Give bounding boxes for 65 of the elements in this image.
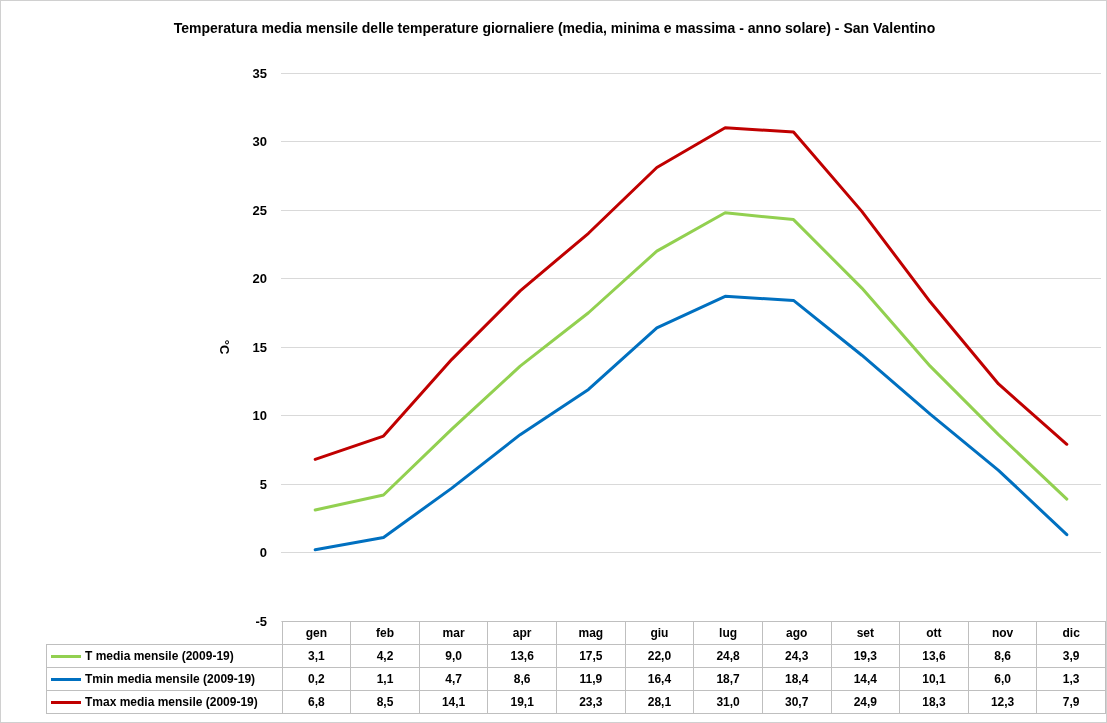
line-series (313, 294, 1069, 552)
data-label: 8,6 (487, 667, 557, 691)
data-label: 1,1 (350, 667, 420, 691)
x-tick-label: mag (556, 621, 626, 645)
y-axis-title: °C (217, 339, 232, 355)
data-label: 16,4 (625, 667, 694, 691)
data-label: 18,3 (899, 690, 969, 714)
x-tick-label: apr (487, 621, 557, 645)
data-label: 3,9 (1036, 644, 1106, 668)
data-label: 8,6 (968, 644, 1037, 668)
data-label: 3,1 (282, 644, 351, 668)
data-label: 4,7 (419, 667, 488, 691)
data-label: 7,9 (1036, 690, 1106, 714)
y-tick-label: 30 (252, 134, 267, 149)
y-tick-label: 35 (252, 65, 267, 81)
data-label: 24,3 (762, 644, 832, 668)
data-label: 9,0 (419, 644, 488, 668)
y-tick-label: 5 (259, 476, 267, 492)
x-tick-label: dic (1036, 621, 1106, 645)
data-label: 19,1 (487, 690, 557, 714)
x-tick-label: gen (282, 621, 351, 645)
data-label: 24,9 (831, 690, 900, 714)
data-label: 28,1 (625, 690, 694, 714)
x-tick-label: ago (762, 621, 832, 645)
line-series (313, 126, 1069, 461)
data-label: 12,3 (968, 690, 1037, 714)
x-tick-label: ott (899, 621, 969, 645)
data-label: 14,4 (831, 667, 900, 691)
y-tick-label: 0 (259, 545, 267, 560)
x-tick-label: nov (968, 621, 1037, 645)
data-label: 6,8 (282, 690, 351, 714)
data-label: 17,5 (556, 644, 626, 668)
data-label: 19,3 (831, 644, 900, 668)
data-label: 8,5 (350, 690, 420, 714)
x-tick-label: giu (625, 621, 694, 645)
chart-title: Temperatura media mensile delle temperature giornaliere (media, minima e massima - anno solare) - San Valentino (173, 20, 936, 36)
data-label: 30,7 (762, 690, 832, 714)
data-label: 14,1 (419, 690, 488, 714)
data-label: 23,3 (556, 690, 626, 714)
data-label: 4,2 (350, 644, 420, 668)
legend-label: Tmax media mensile (2009-19) (85, 695, 258, 709)
y-tick-label: 10 (252, 408, 267, 423)
data-label: 22,0 (625, 644, 694, 668)
x-tick-label: set (831, 621, 900, 645)
y-tick-label: 20 (252, 271, 267, 286)
data-label: 1,3 (1036, 667, 1106, 691)
x-tick-label: lug (693, 621, 763, 645)
data-label: 13,6 (487, 644, 557, 668)
y-tick-label: 15 (252, 339, 267, 355)
line-series (313, 211, 1069, 512)
legend-label: T media mensile (2009-19) (85, 649, 234, 663)
data-label: 31,0 (693, 690, 763, 714)
x-tick-label: feb (350, 621, 420, 645)
data-label: 0,2 (282, 667, 351, 691)
data-label: 18,7 (693, 667, 763, 691)
legend-label: Tmin media mensile (2009-19) (85, 672, 256, 686)
data-label: 10,1 (899, 667, 969, 691)
data-label: 18,4 (762, 667, 832, 691)
data-label: 6,0 (968, 667, 1037, 691)
y-tick-label: -5 (255, 613, 267, 629)
data-label: 13,6 (899, 644, 969, 668)
data-label: 11,9 (556, 667, 626, 691)
data-label: 24,8 (693, 644, 763, 668)
x-tick-label: mar (419, 621, 488, 645)
y-tick-label: 25 (252, 202, 267, 218)
